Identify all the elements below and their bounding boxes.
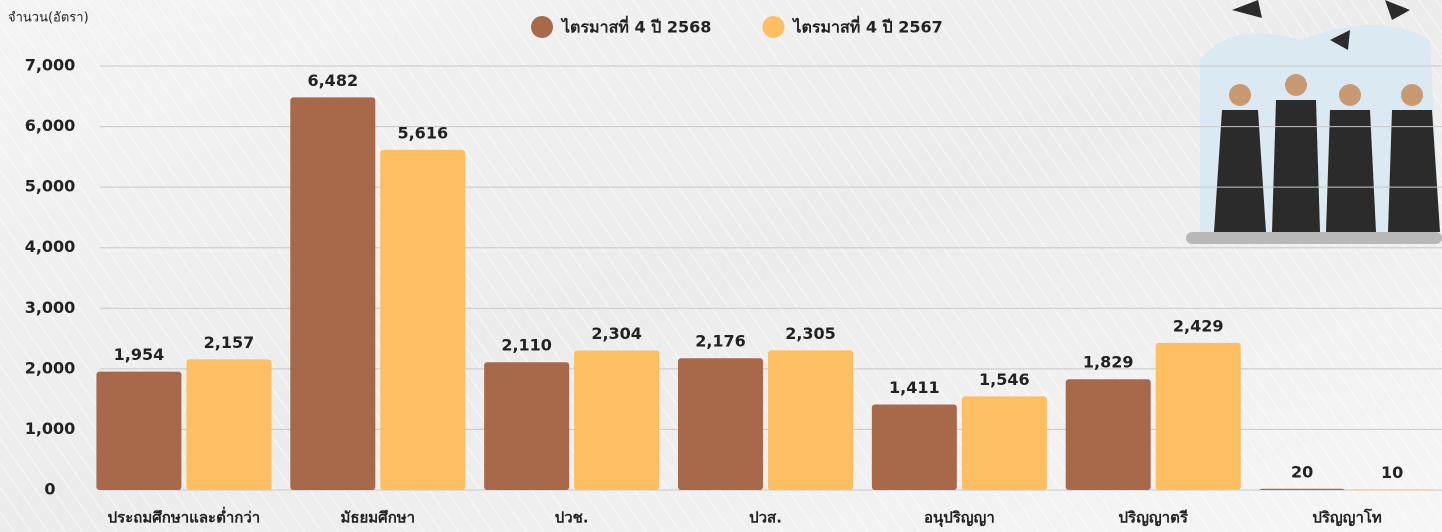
- value-label: 6,482: [307, 71, 358, 90]
- value-label: 2,176: [695, 332, 746, 351]
- y-tick-label: 0: [44, 480, 55, 499]
- value-label: 2,110: [501, 336, 552, 355]
- bar: [678, 358, 763, 490]
- bar: [290, 97, 375, 490]
- legend-swatch: [762, 16, 784, 38]
- value-label: 2,305: [785, 324, 836, 343]
- bar: [380, 150, 465, 490]
- value-label: 1,411: [889, 378, 940, 397]
- bar: [1156, 343, 1241, 490]
- x-tick-label: ประถมศึกษาและต่ำกว่า: [108, 507, 261, 527]
- y-tick-label: 3,000: [25, 298, 76, 317]
- bar: [872, 405, 957, 490]
- value-label: 1,829: [1083, 353, 1134, 372]
- legend-label: ไตรมาสที่ 4 ปี 2567: [791, 16, 942, 37]
- x-tick-label: มัธยมศึกษา: [340, 509, 415, 527]
- bar: [1066, 379, 1151, 490]
- y-tick-label: 6,000: [25, 116, 76, 135]
- value-label: 10: [1381, 463, 1403, 482]
- y-tick-label: 1,000: [25, 419, 76, 438]
- value-label: 1,546: [979, 370, 1030, 389]
- value-label: 20: [1291, 462, 1313, 481]
- bar: [96, 372, 181, 490]
- x-tick-label: ปวส.: [749, 509, 782, 527]
- bar: [768, 350, 853, 490]
- bar: [1350, 489, 1435, 490]
- x-tick-label: ปริญญาโท: [1312, 508, 1382, 527]
- y-tick-label: 4,000: [25, 237, 76, 256]
- x-tick-label: อนุปริญญา: [924, 509, 995, 528]
- bar: [574, 350, 659, 490]
- value-label: 2,304: [591, 324, 642, 343]
- legend-swatch: [531, 16, 553, 38]
- value-label: 2,429: [1173, 316, 1224, 335]
- chart: จำนวน(อัตรา) ไตรมาสที่ 4 ปี 2568 ไตรมาสที…: [0, 0, 1442, 532]
- bar: [1260, 489, 1345, 490]
- y-tick-label: 5,000: [25, 177, 76, 196]
- value-label: 5,616: [397, 123, 448, 142]
- bar: [186, 359, 271, 490]
- value-label: 2,157: [204, 333, 255, 352]
- y-axis-title: จำนวน(อัตรา): [8, 11, 89, 26]
- value-label: 1,954: [114, 345, 165, 364]
- y-tick-label: 2,000: [25, 358, 76, 377]
- x-tick-label: ปวช.: [555, 509, 589, 527]
- x-tick-label: ปริญญาตรี: [1119, 509, 1189, 527]
- bar: [484, 362, 569, 490]
- legend-label: ไตรมาสที่ 4 ปี 2568: [560, 16, 711, 37]
- y-tick-label: 7,000: [25, 56, 76, 75]
- bar: [962, 396, 1047, 490]
